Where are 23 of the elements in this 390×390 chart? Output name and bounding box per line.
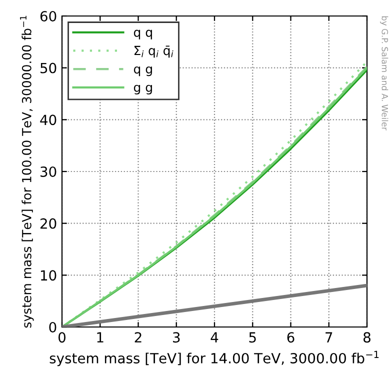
x-tick-label: 8: [364, 332, 370, 343]
x-tick-label: 2: [134, 332, 142, 342]
y-tick-label: 0: [49, 322, 56, 332]
legend-label: q g: [134, 66, 152, 76]
y-tick-label: 50: [40, 62, 56, 74]
legend-label: g g: [134, 84, 152, 94]
x-tick-label: 0: [58, 332, 66, 343]
legend-label: q q: [134, 30, 152, 40]
x-tick-label: 3: [173, 332, 180, 343]
y-axis-title: system mass [TeV] for 100.00 TeV, 30000.00 fb$^{−1}$: [20, 16, 34, 328]
text: by G.P. Salam and A. Weiler: [380, 16, 388, 130]
x-axis-title: system mass [TeV] for 14.00 TeV, 3000.00 fb$^{−1}$: [50, 350, 379, 366]
x-tick-label: 6: [287, 332, 294, 343]
x-tick-label: 5: [249, 332, 256, 343]
y-tick-label: 60: [40, 10, 56, 22]
legend-label: Σ$_{i}$ q$_{i}$ q̄$_{i}$: [134, 46, 174, 58]
x-tick-label: 1: [97, 332, 104, 342]
x-tick-label: 4: [210, 332, 218, 342]
y-tick-label: 30: [40, 166, 56, 177]
x-tick-label: 7: [326, 332, 332, 342]
y-tick-label: 40: [40, 114, 56, 126]
y-tick-label: 10: [40, 270, 56, 281]
y-tick-label: 20: [40, 218, 56, 229]
